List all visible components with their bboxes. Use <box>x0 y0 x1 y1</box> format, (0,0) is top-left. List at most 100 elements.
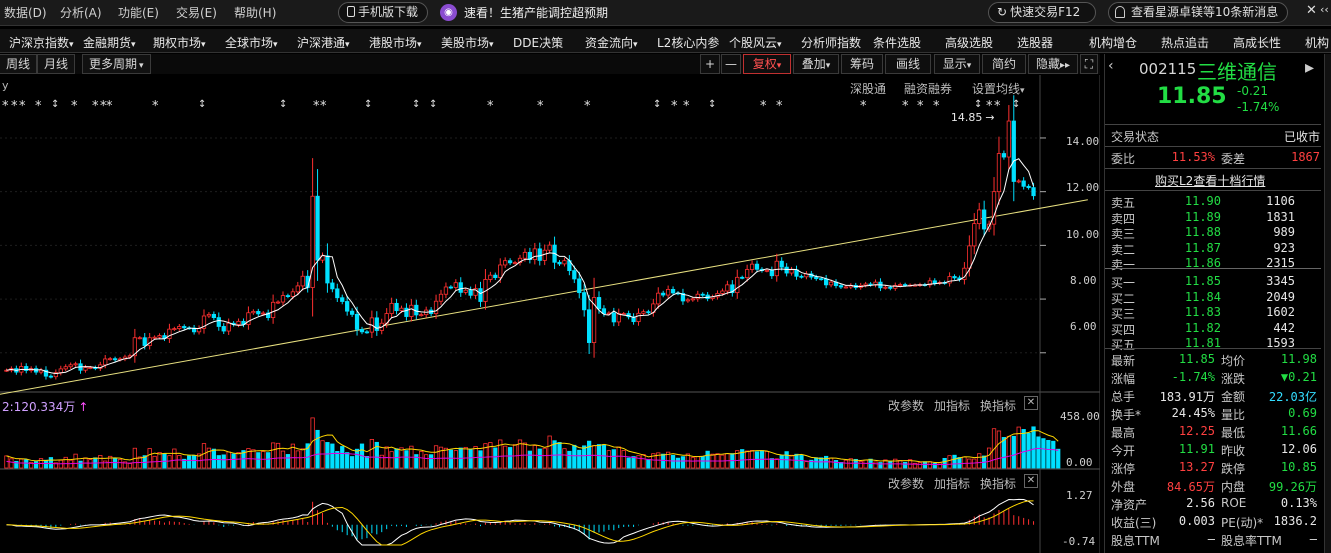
event-marker[interactable]: * <box>35 99 42 114</box>
expand-panel-icon[interactable]: ▸ <box>1305 57 1315 78</box>
nav-hk[interactable]: 港股市场▾ <box>369 34 422 51</box>
quick-trade-button[interactable]: ↻ 快速交易F12 <box>988 2 1096 23</box>
event-marker[interactable]: * <box>2 99 9 114</box>
zoom-in-button[interactable]: + <box>700 54 720 74</box>
event-marker[interactable]: ↕ <box>364 99 373 110</box>
event-marker[interactable]: * <box>71 99 78 114</box>
menu-data[interactable]: 数据(D) <box>4 6 47 20</box>
event-marker[interactable]: ↕ <box>198 99 207 110</box>
menu-help[interactable]: 帮助(H) <box>234 6 277 20</box>
event-marker[interactable]: * <box>671 99 678 114</box>
kline-chart[interactable] <box>0 75 1100 553</box>
event-marker[interactable]: ↕ <box>974 99 983 110</box>
event-marker[interactable]: * <box>100 99 107 114</box>
menu-analysis[interactable]: 分析(A) <box>60 6 102 20</box>
buy-l2-link[interactable]: 购买L2查看十档行情 <box>1155 174 1266 188</box>
event-marker[interactable]: * <box>11 99 18 114</box>
event-marker[interactable]: ↕ <box>429 99 438 110</box>
nav-condition-select[interactable]: 条件选股 <box>873 36 922 50</box>
ask-row[interactable]: 卖三 11.88 989 <box>1105 225 1321 241</box>
fuquan-dropdown[interactable]: 复权▾ <box>743 54 791 74</box>
period-more-dropdown[interactable]: 更多周期 ▾ <box>82 54 151 74</box>
bid-row[interactable]: 买一 11.85 3345 <box>1105 274 1321 290</box>
set-ma-dropdown[interactable]: 设置均线▾ <box>972 80 1025 97</box>
nav-stock-risk[interactable]: 个股风云▾ <box>729 34 782 51</box>
overlay-dropdown[interactable]: 叠加▾ <box>793 54 839 74</box>
vol-add-indicator-link[interactable]: 加指标 <box>934 399 971 413</box>
event-marker[interactable]: ↕ <box>1012 99 1021 110</box>
macd-edit-params-link[interactable]: 改参数 <box>888 477 925 491</box>
scroll-left-icon[interactable]: ‹‹ <box>1320 3 1329 16</box>
event-marker[interactable]: ↕ <box>412 99 421 110</box>
event-marker[interactable]: ↕ <box>279 99 288 110</box>
event-marker[interactable]: * <box>776 99 783 114</box>
chips-button[interactable]: 筹码 <box>841 54 883 74</box>
event-marker[interactable]: * <box>760 99 767 114</box>
event-marker[interactable]: * <box>92 99 99 114</box>
event-marker[interactable]: ↕ <box>51 99 60 110</box>
event-marker[interactable]: * <box>986 99 993 114</box>
event-marker[interactable]: * <box>487 99 494 114</box>
macd-panel-close-icon[interactable]: ✕ <box>1024 474 1038 488</box>
event-marker[interactable]: * <box>313 99 320 114</box>
event-marker[interactable]: * <box>537 99 544 114</box>
nav-dde[interactable]: DDE决策 <box>513 36 564 50</box>
news-headline[interactable]: 速看！生猪产能调控超预期 <box>464 6 609 20</box>
ask-row[interactable]: 卖二 11.87 923 <box>1105 241 1321 257</box>
menu-function[interactable]: 功能(E) <box>118 6 159 20</box>
macd-switch-indicator-link[interactable]: 换指标 <box>980 477 1017 491</box>
bid-row[interactable]: 买二 11.84 2049 <box>1105 290 1321 306</box>
vol-switch-indicator-link[interactable]: 换指标 <box>980 399 1017 413</box>
event-marker[interactable]: * <box>860 99 867 114</box>
event-marker[interactable]: * <box>320 99 327 114</box>
bid-row[interactable]: 买五 11.81 1593 <box>1105 336 1321 352</box>
ask-row[interactable]: 卖五 11.90 1106 <box>1105 194 1321 210</box>
nav-l2[interactable]: L2核心内参 <box>657 36 720 50</box>
event-marker[interactable]: * <box>683 99 690 114</box>
bid-row[interactable]: 买三 11.83 1602 <box>1105 305 1321 321</box>
event-marker[interactable]: * <box>917 99 924 114</box>
event-marker[interactable]: * <box>106 99 113 114</box>
mobile-download-button[interactable]: 手机版下载 <box>338 2 428 23</box>
menu-trade[interactable]: 交易(E) <box>176 6 217 20</box>
display-dropdown[interactable]: 显示▾ <box>934 54 980 74</box>
nav-stock-picker[interactable]: 选股器 <box>1017 36 1054 50</box>
event-marker[interactable]: * <box>902 99 909 114</box>
vol-edit-params-link[interactable]: 改参数 <box>888 399 925 413</box>
notification-button[interactable]: 查看星源卓镁等10条新消息 <box>1108 2 1288 23</box>
nav-fund-flow[interactable]: 资金流向▾ <box>585 34 638 51</box>
ask-row[interactable]: 卖四 11.89 1831 <box>1105 210 1321 226</box>
event-marker[interactable]: * <box>933 99 940 114</box>
nav-hotspot[interactable]: 热点追击 <box>1161 36 1210 50</box>
nav-institution[interactable]: 机构 <box>1305 36 1330 50</box>
macd-add-indicator-link[interactable]: 加指标 <box>934 477 971 491</box>
event-marker[interactable]: ↕ <box>653 99 662 110</box>
nav-advanced-select[interactable]: 高级选股 <box>945 36 994 50</box>
ask-row[interactable]: 卖一 11.86 2315 <box>1105 256 1321 272</box>
nav-high-growth[interactable]: 高成长性 <box>1233 36 1282 50</box>
nav-futures[interactable]: 金融期货▾ <box>83 34 136 51</box>
nav-global[interactable]: 全球市场▾ <box>225 34 278 51</box>
event-marker[interactable]: * <box>19 99 26 114</box>
nav-connect[interactable]: 沪深港通▾ <box>297 34 350 51</box>
event-marker[interactable]: * <box>584 99 591 114</box>
zoom-out-button[interactable]: — <box>721 54 741 74</box>
period-weekly[interactable]: 周线 <box>0 54 38 74</box>
event-marker[interactable]: ↕ <box>708 99 717 110</box>
event-marker[interactable]: * <box>994 99 1001 114</box>
period-monthly[interactable]: 月线 <box>37 54 76 74</box>
simple-mode-button[interactable]: 简约 <box>982 54 1026 74</box>
nav-analyst-index[interactable]: 分析师指数 <box>801 36 862 50</box>
bid-row[interactable]: 买四 11.82 442 <box>1105 321 1321 337</box>
event-marker[interactable]: * <box>152 99 159 114</box>
nav-us[interactable]: 美股市场▾ <box>441 34 494 51</box>
link-hk-connect[interactable]: 深股通 <box>850 82 887 96</box>
notification-close-icon[interactable]: ✕ <box>1306 3 1317 18</box>
nav-index[interactable]: 沪深京指数▾ <box>9 34 74 51</box>
nav-institution-add[interactable]: 机构增仓 <box>1089 36 1138 50</box>
nav-options[interactable]: 期权市场▾ <box>153 34 206 51</box>
draw-line-button[interactable]: 画线 <box>885 54 931 74</box>
fullscreen-icon[interactable]: ⛶ <box>1080 54 1098 74</box>
vol-panel-close-icon[interactable]: ✕ <box>1024 396 1038 410</box>
collapse-panel-icon[interactable]: ‹ <box>1108 58 1114 74</box>
